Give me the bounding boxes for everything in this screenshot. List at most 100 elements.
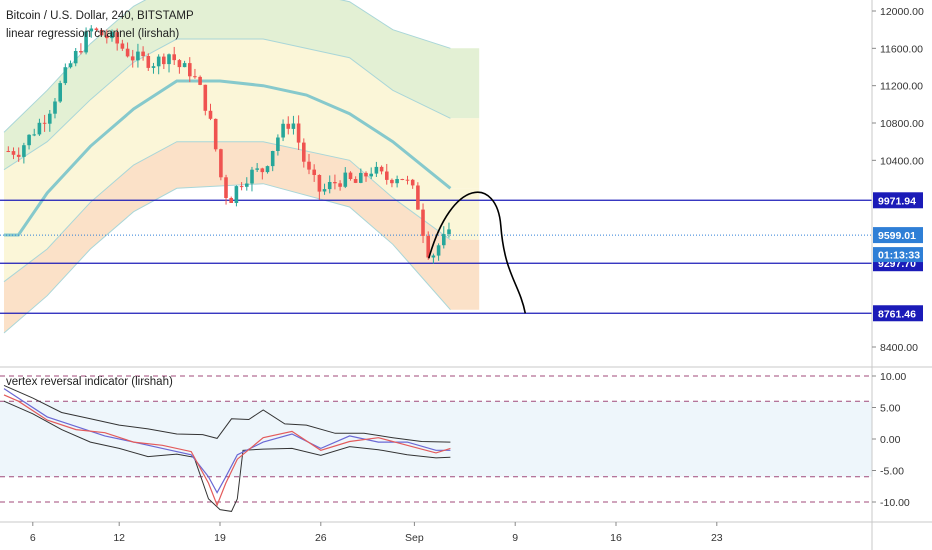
osc-y-tick-label: 5.00 (880, 403, 901, 415)
x-tick-label: 23 (711, 532, 723, 544)
y-tick-label: 10800.00 (880, 118, 924, 130)
candle-body (182, 63, 187, 68)
candle-body (208, 110, 213, 119)
candle-body (410, 179, 415, 186)
candle-body (79, 51, 83, 53)
candle-body (260, 168, 265, 173)
candle-body (421, 209, 425, 236)
candle-body (94, 28, 99, 30)
candle-body (400, 179, 405, 180)
level-tag-label: 9599.01 (878, 230, 916, 242)
candle-body (11, 151, 16, 155)
indicator-title: linear regression channel (lirshah) (6, 28, 180, 40)
x-tick-label: Sep (405, 532, 424, 544)
candle-body (234, 186, 239, 203)
candle-body (177, 60, 182, 68)
candle-body (6, 151, 11, 152)
x-tick-label: 6 (30, 532, 36, 544)
candle-body (270, 151, 275, 167)
candle-body (105, 35, 109, 39)
candle-body (136, 51, 140, 61)
candle-body (32, 134, 36, 136)
y-tick-label: 8400.00 (880, 342, 918, 354)
candle-body (265, 166, 270, 173)
candle-body (291, 123, 296, 129)
candle-body (224, 177, 228, 198)
candle-body (37, 122, 42, 135)
y-tick-label: 12000.00 (880, 6, 924, 18)
symbol-title: Bitcoin / U.S. Dollar, 240, BITSTAMP (6, 10, 194, 22)
candle-body (369, 173, 373, 177)
candle-body (405, 179, 410, 181)
candle-body (53, 101, 57, 114)
candle-body (188, 63, 192, 77)
candle-body (431, 255, 436, 258)
osc-band-lower (3, 400, 451, 512)
candle-body (58, 83, 62, 102)
candle-body (379, 166, 384, 172)
candle-body (385, 171, 389, 180)
candle-body (42, 122, 47, 124)
candle-body (63, 67, 68, 84)
candle-body (312, 169, 316, 175)
candle-body (307, 161, 311, 170)
candle-body (172, 54, 176, 61)
candle-body (125, 48, 130, 57)
level-tag-label: 8761.46 (878, 308, 916, 320)
x-tick-label: 16 (610, 532, 622, 544)
candle-body (302, 142, 306, 162)
candle-body (281, 123, 285, 138)
candle-body (442, 234, 446, 246)
osc-y-tick-label: -10.00 (880, 497, 910, 509)
candle-body (374, 166, 379, 174)
candle-body (68, 63, 73, 68)
band-lower (4, 141, 480, 333)
candle-body (276, 137, 280, 151)
candle-body (219, 149, 223, 178)
oscillator-panel (0, 375, 872, 512)
candle-body (203, 84, 208, 111)
projection-curve (428, 191, 527, 314)
osc-band-upper (3, 384, 451, 443)
candlesticks (6, 25, 451, 264)
candle-body (286, 123, 291, 129)
candle-body (146, 56, 151, 68)
candle-body (333, 182, 337, 184)
level-tag-bg (873, 227, 923, 244)
candle-body (239, 186, 244, 188)
candle-body (436, 245, 441, 256)
candle-body (364, 172, 368, 177)
band-mid-lower (4, 81, 480, 282)
level-tag-bg (873, 305, 923, 322)
candle-body (27, 134, 31, 146)
level-tag-label: 9971.94 (878, 195, 916, 207)
candle-body (229, 198, 233, 203)
candle-body (395, 179, 399, 184)
osc-y-tick-label: -5.00 (880, 466, 904, 478)
osc-y-tick-label: 10.00 (880, 371, 906, 383)
countdown-label: 01:13:33 (878, 250, 920, 262)
candle-body (162, 56, 166, 65)
candle-body (130, 56, 135, 61)
y-tick-label: 11600.00 (880, 43, 923, 55)
channel-boundary-0 (3, 0, 451, 133)
candle-body (213, 118, 218, 150)
candle-body (250, 169, 254, 184)
candle-body (73, 51, 78, 64)
candle-body (22, 145, 26, 157)
y-tick-label: 10400.00 (880, 155, 924, 167)
projection-arc (428, 191, 527, 314)
candle-body (353, 179, 358, 183)
candle-body (447, 229, 451, 235)
candle-body (48, 113, 52, 124)
osc-slow-line (3, 388, 451, 494)
candle-body (296, 123, 301, 143)
candle-body (255, 168, 259, 170)
candle-body (167, 54, 171, 65)
candle-body (390, 179, 394, 184)
osc-band-fill (0, 401, 872, 477)
candle-body (115, 32, 119, 44)
candle-body (89, 28, 94, 32)
